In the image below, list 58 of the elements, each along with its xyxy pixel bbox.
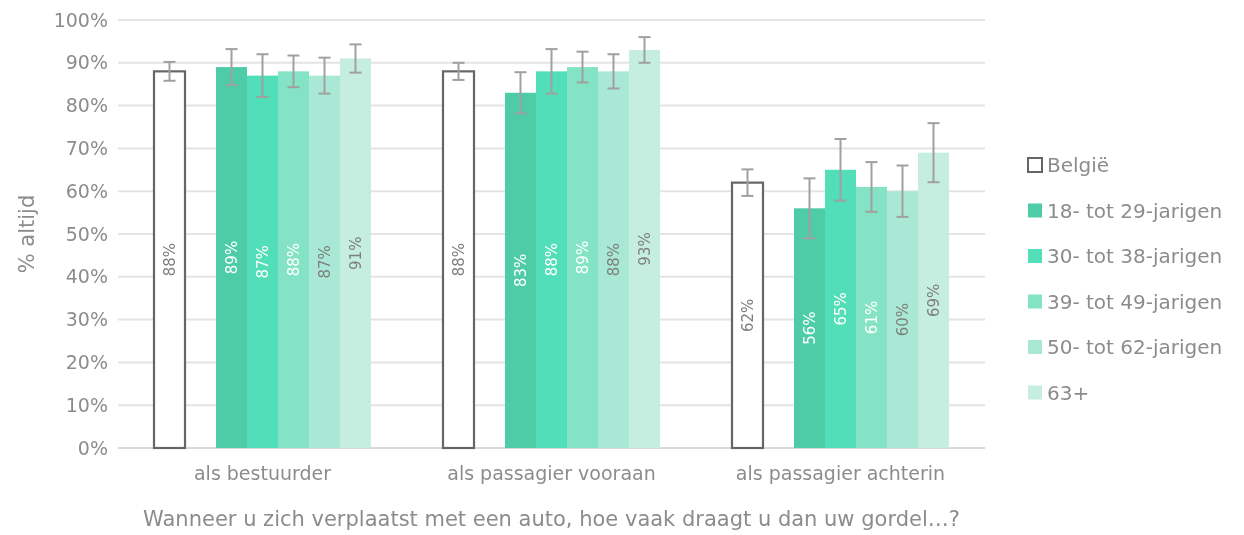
y-tick-label: 30% xyxy=(65,308,108,331)
x-tick-label: als passagier vooraan xyxy=(447,462,656,484)
bar xyxy=(340,58,371,448)
bar xyxy=(247,75,278,448)
data-label: 83% xyxy=(511,253,530,288)
bar xyxy=(918,152,949,448)
data-label: 56% xyxy=(800,311,819,345)
x-tick-label: als bestuurder xyxy=(193,462,332,484)
bar xyxy=(629,49,660,448)
bar xyxy=(794,208,825,448)
data-label: 89% xyxy=(573,240,592,275)
data-label: 88% xyxy=(542,243,561,277)
bar xyxy=(567,67,598,448)
data-label: 88% xyxy=(284,243,303,277)
y-tick-label: 100% xyxy=(53,8,108,31)
legend-label: België xyxy=(1047,153,1110,177)
y-tick-label: 40% xyxy=(65,265,108,288)
data-label: 65% xyxy=(831,292,850,326)
bar xyxy=(278,71,309,448)
data-label: 93% xyxy=(635,232,654,266)
y-tick-label: 60% xyxy=(65,179,108,202)
bar xyxy=(730,181,765,450)
bar xyxy=(856,186,887,448)
bar xyxy=(825,169,856,448)
y-tick-label: 0% xyxy=(77,436,108,459)
y-tick-label: 80% xyxy=(65,94,108,117)
x-tick-label: als passagier achterin xyxy=(735,462,946,484)
bar xyxy=(152,70,187,450)
legend-label: 50- tot 62-jarigen xyxy=(1047,335,1223,359)
data-label: 88% xyxy=(604,243,623,277)
data-label: 62% xyxy=(738,298,757,332)
legend-label: 30- tot 38-jarigen xyxy=(1047,244,1223,268)
data-label: 61% xyxy=(862,300,881,335)
y-tick-label: 10% xyxy=(65,393,108,416)
x-axis-title: Wanneer u zich verplaatst met een auto, hoe vaak draagt u dan uw gordel…? xyxy=(143,507,960,531)
y-tick-label: 20% xyxy=(65,351,108,374)
bar xyxy=(309,75,340,448)
legend-label: 39- tot 49-jarigen xyxy=(1047,289,1223,314)
data-label: 60% xyxy=(893,302,912,337)
legend-label: 63+ xyxy=(1047,380,1090,405)
bar xyxy=(887,191,918,448)
bar xyxy=(598,71,629,448)
bar xyxy=(536,71,567,448)
data-label: 89% xyxy=(222,240,241,275)
data-label: 88% xyxy=(160,243,179,277)
bar xyxy=(441,70,476,450)
bar xyxy=(216,67,247,448)
bar xyxy=(505,92,536,448)
data-label: 91% xyxy=(346,236,365,270)
legend-label: 18- tot 29-jarigen xyxy=(1047,198,1223,223)
y-tick-label: 70% xyxy=(65,137,108,160)
y-axis-title: % altijd xyxy=(15,194,39,274)
y-tick-label: 50% xyxy=(65,222,108,245)
data-label: 88% xyxy=(449,243,468,277)
data-label: 87% xyxy=(253,245,272,279)
y-tick-label: 90% xyxy=(65,51,108,74)
data-label: 69% xyxy=(924,283,943,318)
data-label: 87% xyxy=(315,245,334,279)
